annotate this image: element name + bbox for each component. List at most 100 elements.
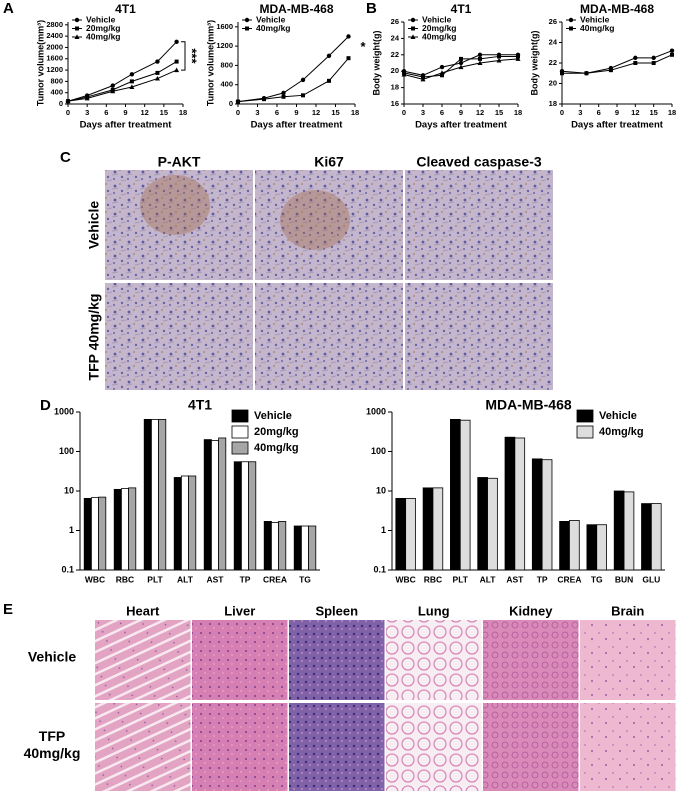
x-tick-label: RBC [424,574,442,584]
panel-label: B [366,0,377,17]
bar [450,418,461,571]
x-tick-label: 18 [668,108,676,117]
legend-label: 40mg/kg [580,23,615,33]
x-tick-label: 9 [123,108,127,117]
x-tick-label: 0 [236,108,240,117]
x-tick-label: 3 [578,108,582,117]
bar [263,520,272,571]
marker [440,73,444,78]
chart-title: 4T1 [451,2,472,16]
series-line [562,54,673,74]
x-tick-label: 15 [160,108,168,117]
x-tick-label: 0 [402,108,406,117]
x-tick-label: AST [506,574,524,584]
bar [459,419,471,571]
x-tick-label: TP [240,574,251,584]
y-tick-label: 22 [549,58,557,67]
significance-annotation: *** [185,48,200,64]
bar [395,497,407,571]
bar [531,458,543,571]
legend-label: 20mg/kg [254,426,299,438]
bar [405,497,416,571]
bar [623,491,635,571]
y-tick-label: 24 [391,33,400,42]
y-axis-label: Body weight(g) [371,31,381,96]
x-tick-label: 15 [649,108,657,117]
marker [458,60,464,66]
stain-region [280,190,350,250]
bar [650,503,662,571]
x-tick-label: 0 [560,108,564,117]
series-line [67,41,177,102]
marker [154,75,160,81]
y-tick-label: 2800 [46,20,63,29]
y-tick-label: 2400 [46,31,63,40]
marker [65,98,71,104]
marker [174,39,179,44]
bar [559,520,570,571]
y-tick-label: 800 [220,60,233,69]
legend-swatch [576,409,594,423]
bar [233,461,242,571]
legend-label: Vehicle [86,14,116,24]
bar [308,525,317,571]
legend-marker [411,26,415,31]
column-label: Lung [418,603,450,618]
x-axis-label: Days after treatment [251,120,344,131]
marker [174,59,179,64]
marker [633,55,638,61]
bar [278,520,287,571]
bar [83,497,92,571]
x-tick-label: PLT [453,574,469,584]
bar [128,487,137,571]
y-tick-label: 10 [64,485,74,495]
x-axis-label: Days after treatment [80,120,173,131]
bar [569,520,580,571]
row-label: TFP 40mg/kg [86,294,102,381]
series-line [237,57,349,103]
bar [121,488,130,571]
x-tick-label: 18 [179,108,187,117]
micrograph [386,703,482,791]
panel-label: D [40,397,51,414]
marker [346,56,351,61]
y-tick-label: 26 [391,17,399,26]
x-tick-label: 9 [459,108,463,117]
y-tick-label: 20 [391,66,399,75]
micrograph [405,283,553,390]
x-tick-label: 9 [615,108,619,117]
legend-label: Vehicle [422,14,452,24]
marker [129,72,135,77]
row-label: Vehicle [86,201,102,249]
micrograph [255,170,403,280]
legend-label: Vehicle [254,410,292,422]
x-tick-label: 18 [514,108,522,117]
column-label: Heart [126,603,160,618]
row-label: Vehicle [28,649,76,665]
legend-marker [245,26,249,31]
x-tick-label: WBC [395,574,415,584]
y-tick-label: 1600 [46,54,63,63]
bar [487,477,498,571]
marker [633,61,638,65]
bar [180,475,189,571]
micrograph [95,703,191,791]
x-tick-label: 6 [597,108,601,117]
marker [669,48,675,53]
marker [477,52,483,57]
y-tick-label: 1000 [54,406,74,416]
chart-title: 4T1 [115,2,136,16]
y-tick-label: 0 [229,99,233,108]
bar [422,487,434,571]
micrograph [289,703,385,791]
chart-title: 4T1 [188,397,212,413]
legend-swatch [576,425,594,439]
bar [541,459,553,571]
column-label: P-AKT [158,154,201,170]
column-label: Kidney [509,603,553,618]
bar [143,418,152,571]
marker [670,52,674,57]
y-tick-label: 16 [391,99,399,108]
series-line [237,36,349,103]
